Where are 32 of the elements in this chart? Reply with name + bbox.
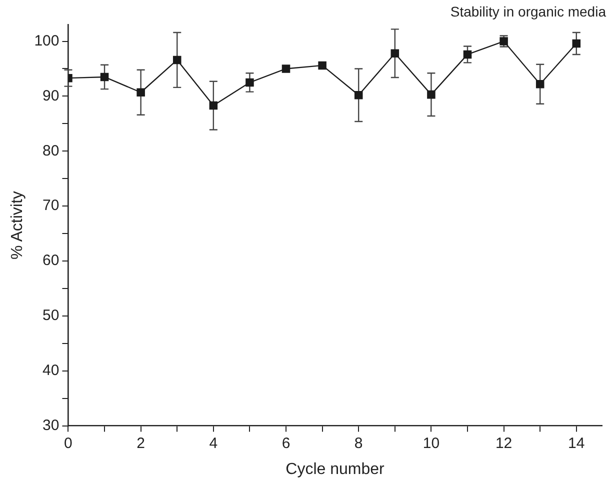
x-axis-title: Cycle number (286, 460, 386, 478)
y-tick-label: 70 (42, 197, 60, 214)
x-tick-label: 10 (422, 434, 440, 452)
y-tick-label: 60 (42, 252, 60, 270)
point (536, 80, 544, 88)
point (282, 64, 290, 73)
point (136, 88, 145, 96)
x-tick-label: 8 (354, 434, 363, 452)
y-axis-title: % Activity (9, 191, 26, 260)
x-tick-label: 0 (64, 434, 72, 452)
point (427, 90, 436, 99)
y-tick-label: 50 (42, 307, 60, 324)
x-tick-label: 14 (568, 434, 585, 452)
point (209, 101, 218, 110)
y-tick-label: 40 (42, 362, 60, 380)
point (100, 72, 109, 82)
point (354, 90, 363, 100)
point (318, 61, 326, 70)
y-tick-label: 90 (42, 87, 60, 104)
point (463, 50, 472, 59)
x-tick-label: 4 (209, 434, 218, 452)
y-tick-label: 100 (34, 32, 60, 50)
x-tick-label: 2 (136, 434, 145, 452)
point (172, 56, 182, 64)
x-tick-label: 12 (495, 434, 512, 452)
y-tick-label: 30 (42, 416, 60, 434)
point (572, 39, 581, 48)
point (246, 78, 254, 87)
chart-title: Stability in organic media (450, 3, 606, 20)
y-tick-label: 80 (42, 142, 60, 160)
x-tick-label: 6 (282, 434, 290, 452)
point (390, 49, 400, 58)
